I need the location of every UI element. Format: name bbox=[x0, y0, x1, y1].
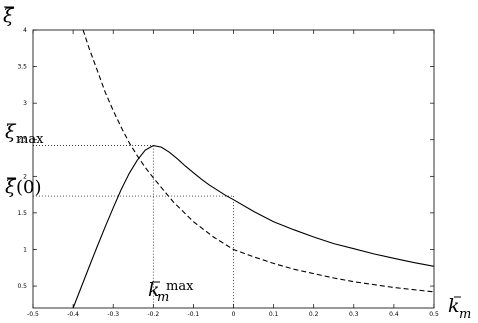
xi-zero-label: ξ (0) bbox=[5, 176, 42, 198]
x-axis-label: k m bbox=[448, 295, 471, 322]
y-tick-label: 2.5 bbox=[17, 137, 27, 144]
x-tick-label: -0.3 bbox=[107, 311, 119, 318]
plot-frame bbox=[32, 29, 435, 309]
x-tick-label: -0.2 bbox=[147, 311, 159, 318]
y-tick-label: 4 bbox=[23, 27, 27, 34]
solid-curve bbox=[72, 145, 435, 309]
svg-text:k: k bbox=[448, 295, 460, 317]
svg-text:max: max bbox=[166, 279, 194, 294]
y-axis: 0.5 1 1.5 2 2.5 3 3.5 4 bbox=[17, 27, 434, 290]
x-tick-label: 0.5 bbox=[429, 311, 439, 318]
svg-text:max: max bbox=[16, 132, 44, 147]
x-tick-label: 0.4 bbox=[389, 311, 399, 318]
svg-text:k: k bbox=[148, 279, 160, 301]
dashed-curve bbox=[82, 29, 435, 293]
y-tick-label: 3 bbox=[23, 100, 27, 107]
y-tick-label: 0.5 bbox=[17, 283, 27, 290]
x-tick-label: 0.1 bbox=[269, 311, 279, 318]
svg-text:ξ: ξ bbox=[5, 176, 17, 198]
y-tick-label: 2 bbox=[23, 173, 27, 180]
x-tick-label: 0.3 bbox=[349, 311, 359, 318]
svg-text:(0): (0) bbox=[16, 177, 42, 198]
guide-lines bbox=[33, 145, 234, 308]
svg-text:m: m bbox=[157, 290, 169, 305]
svg-text:ξ: ξ bbox=[3, 5, 15, 27]
y-tick-label: 3.5 bbox=[17, 64, 27, 71]
y-tick-label: 1 bbox=[23, 246, 27, 253]
x-axis: -0.5 -0.4 -0.3 -0.2 -0.1 0 0.1 0.2 0.3 0.4 0.5 bbox=[27, 30, 439, 318]
series-lines bbox=[72, 29, 435, 309]
x-tick-label: -0.5 bbox=[27, 311, 39, 318]
x-tick-label: -0.1 bbox=[188, 311, 200, 318]
x-tick-label: 0.2 bbox=[309, 311, 319, 318]
y-axis-label: ξ bbox=[3, 5, 15, 27]
x-tick-label: 0 bbox=[232, 311, 236, 318]
xi-max-label: ξ max bbox=[5, 121, 44, 147]
y-tick-label: 1.5 bbox=[17, 210, 27, 217]
x-tick-label: -0.4 bbox=[67, 311, 79, 318]
svg-text:m: m bbox=[459, 307, 471, 322]
svg-text:ξ: ξ bbox=[5, 121, 17, 143]
k-max-label: k m max bbox=[148, 279, 194, 305]
